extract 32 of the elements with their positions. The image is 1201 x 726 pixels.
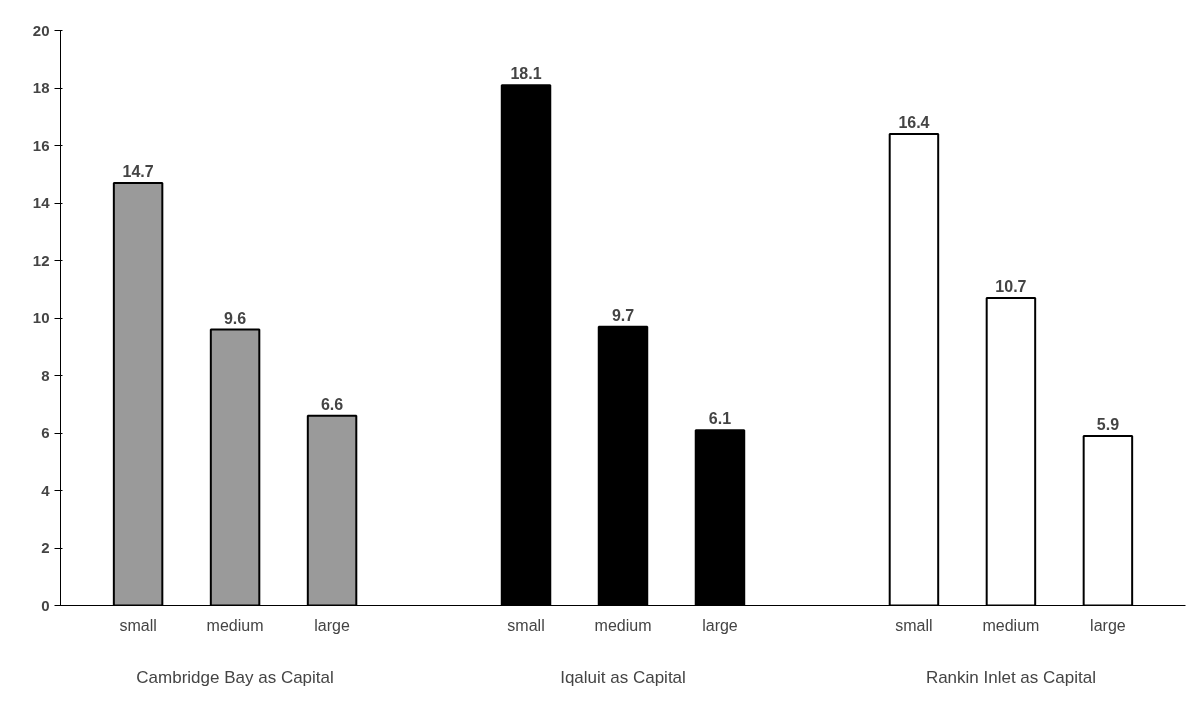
x-tick-label: small (895, 616, 933, 634)
y-tick-label: 14 (32, 194, 51, 211)
y-tick-label: 4 (41, 481, 51, 499)
text: Cambridge Bay as Capital (136, 667, 334, 687)
data-label: 10.7 (995, 277, 1027, 295)
y-tick-label: 6 (41, 424, 50, 441)
y-tick-label: 0 (41, 596, 50, 614)
y-tick-label: 16 (32, 136, 50, 154)
x-tick-label: small (119, 616, 157, 634)
data-label: 9.7 (611, 306, 635, 324)
y-tick-label: 2 (41, 539, 50, 556)
data-label: 14.7 (122, 162, 154, 180)
x-tick-label: medium (982, 616, 1040, 634)
text: Iqaluit as Capital (560, 667, 686, 687)
x-tick-label: medium (594, 616, 652, 634)
data-label: 16.4 (898, 114, 930, 131)
y-tick-label: 8 (41, 366, 50, 384)
y-tick-label: 18 (32, 79, 50, 96)
x-tick-label: large (702, 616, 738, 634)
data-label: 6.1 (708, 410, 732, 428)
y-tick-label: 12 (32, 251, 50, 269)
data-label: 9.6 (223, 309, 247, 327)
x-tick-label: large (1090, 616, 1126, 634)
y-tick-label: 10 (32, 309, 50, 326)
x-tick-label: small (507, 616, 545, 634)
text: Rankin Inlet as Capital (925, 667, 1096, 687)
x-tick-label: medium (206, 616, 264, 634)
y-tick-label: 20 (32, 21, 50, 39)
data-label: 18.1 (510, 65, 542, 83)
data-label: 6.6 (320, 395, 344, 413)
x-tick-label: large (314, 616, 350, 634)
data-label: 5.9 (1096, 415, 1120, 433)
